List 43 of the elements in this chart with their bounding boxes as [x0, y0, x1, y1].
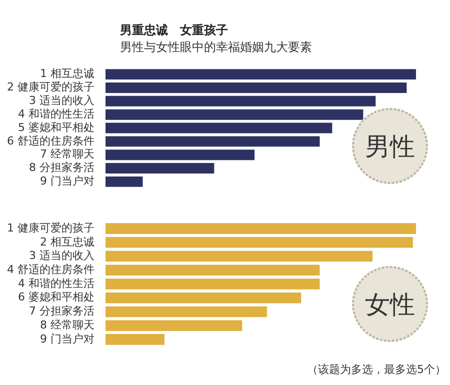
- y-tick-label: 7 经常聊天: [40, 148, 94, 161]
- bar: [105, 236, 413, 248]
- bar: [105, 264, 320, 276]
- bar: [105, 306, 267, 318]
- bar: [105, 176, 143, 187]
- series-label: 女性: [365, 288, 415, 320]
- bar: [105, 250, 373, 262]
- y-tick-label: 1 相互忠诚: [40, 67, 94, 80]
- y-tick-label: 6 舒适的住房条件: [6, 134, 94, 148]
- y-tick-label: 2 健康可爱的孩子: [6, 80, 94, 94]
- y-tick-label: 1 健康可爱的孩子: [6, 221, 94, 234]
- bar: [105, 278, 320, 290]
- y-tick-label: 2 相互忠诚: [40, 235, 94, 248]
- bar: [105, 82, 407, 93]
- y-tick-label: 4 和谐的性生活: [18, 276, 94, 290]
- bar: [105, 122, 332, 134]
- bar: [105, 334, 164, 345]
- bar: [105, 69, 416, 80]
- chart-subtitle: 男性与女性眼中的幸福婚姻九大要素: [120, 40, 312, 54]
- bar: [105, 163, 214, 174]
- bar: [105, 136, 320, 147]
- circle-badge: 男性: [352, 108, 428, 184]
- series-label: 男性: [365, 130, 415, 162]
- bar: [105, 109, 364, 120]
- y-tick-label: 3 适当的收入: [28, 94, 94, 108]
- y-tick-label: 6 婆媳和平相处: [18, 290, 94, 304]
- y-tick-label: 7 分担家务活: [28, 304, 94, 318]
- y-tick-label: 5 婆媳和平相处: [18, 120, 94, 134]
- y-tick-label: 4 舒适的住房条件: [6, 262, 94, 276]
- bar: [105, 320, 242, 332]
- circle-badge: 女性: [352, 266, 428, 342]
- text: （该题为多选，最多选5个）: [307, 362, 446, 377]
- bar: [105, 292, 302, 304]
- y-tick-label: 8 分担家务活: [28, 161, 94, 174]
- chart-title: 男重忠诚 女重孩子: [120, 23, 228, 37]
- y-tick-label: 4 和谐的性生活: [18, 107, 94, 120]
- y-tick-label: 9 门当户对: [40, 332, 94, 346]
- y-tick-label: 8 经常聊天: [40, 318, 94, 332]
- bar: [105, 96, 376, 106]
- y-tick-label: 3 适当的收入: [28, 249, 94, 262]
- bar: [105, 150, 255, 160]
- y-tick-label: 9 门当户对: [40, 174, 94, 188]
- bar: [105, 223, 416, 234]
